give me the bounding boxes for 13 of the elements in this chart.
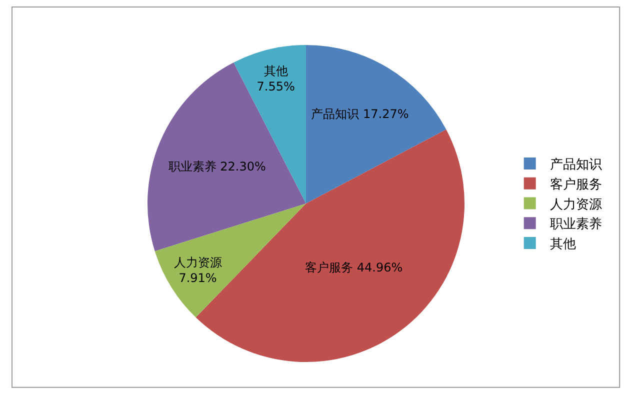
- data-label: 人力资源 7.91%: [174, 256, 222, 286]
- pie-slice: [148, 62, 306, 252]
- pie-slice: [154, 204, 306, 318]
- legend-label: 人力资源: [550, 197, 602, 212]
- legend-label: 产品知识: [550, 158, 602, 173]
- legend-label: 客户服务: [550, 176, 602, 192]
- data-label: 客户服务 44.96%: [305, 260, 403, 274]
- data-label: 其他 7.55%: [256, 64, 295, 94]
- pie-slice: [306, 45, 446, 204]
- data-label: 产品知识 17.27%: [311, 106, 409, 121]
- data-label: 职业素养 22.30%: [168, 159, 266, 174]
- legend-label: 职业素养: [550, 216, 602, 232]
- legend-label: 其他: [550, 237, 576, 252]
